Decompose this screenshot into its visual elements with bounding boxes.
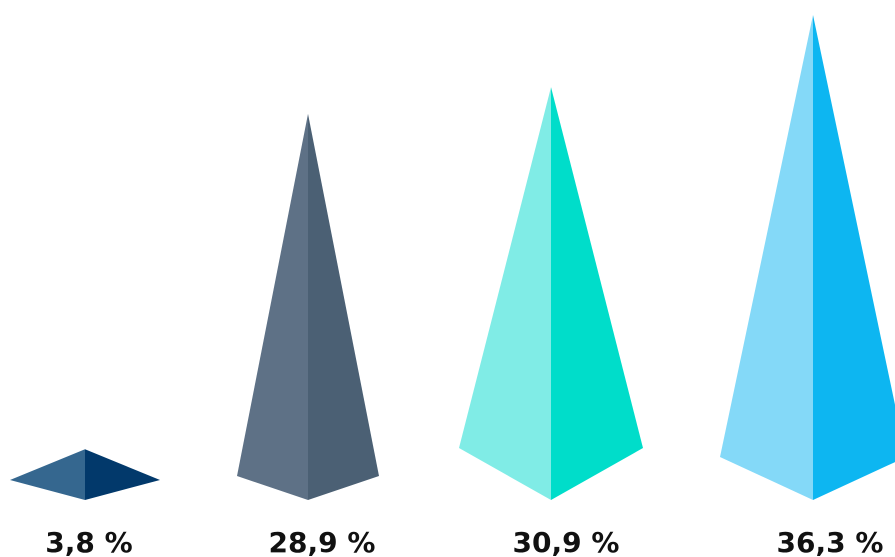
pyramid-1-left-face: [10, 449, 85, 500]
pyramid-4-right-face: [813, 15, 895, 500]
pyramid-2-left-face: [237, 113, 308, 501]
pyramid-3-left-face: [459, 87, 551, 501]
value-label-2: 28,9 %: [269, 526, 376, 557]
pyramid-2-right-face: [308, 113, 379, 501]
pyramid-4-left-face: [720, 15, 813, 500]
value-label-4: 36,3 %: [777, 526, 884, 557]
pyramid-3-right-face: [551, 87, 643, 501]
label-group: 3,8 % 28,9 % 30,9 % 36,3 %: [45, 526, 883, 557]
value-label-1: 3,8 %: [45, 526, 132, 557]
pyramid-group: [10, 15, 895, 501]
value-label-3: 30,9 %: [513, 526, 620, 557]
pyramid-1-right-face: [85, 449, 160, 500]
